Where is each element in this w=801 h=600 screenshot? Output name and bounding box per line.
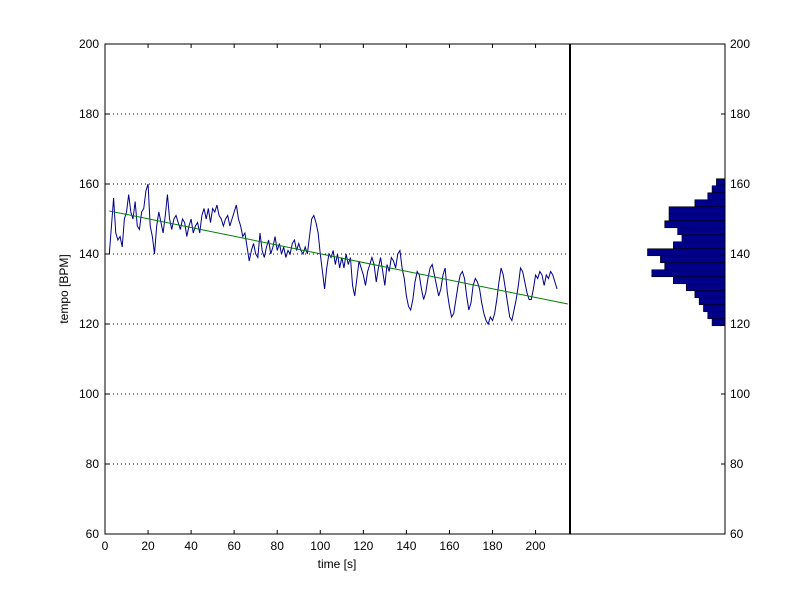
x-axis-label: time [s] [318, 557, 357, 571]
histogram-bar [664, 220, 726, 229]
histogram-bar [685, 283, 726, 292]
hist-y-tick-label: 80 [730, 457, 744, 471]
y-tick-label: 100 [79, 387, 99, 401]
histogram-bar [673, 241, 726, 250]
x-tick-label: 80 [271, 539, 285, 553]
histogram-bar [651, 269, 726, 278]
y-axis-label: tempo [BPM] [57, 254, 71, 323]
x-tick-label: 60 [227, 539, 241, 553]
tempo-series-line [108, 183, 558, 326]
hist-y-tick-label: 140 [730, 247, 750, 261]
main-x-axis: 0 20 40 60 80 100 120 140 160 180 200 [102, 44, 546, 553]
x-tick-label: 0 [102, 539, 109, 553]
x-tick-label: 180 [482, 539, 502, 553]
y-tick-label: 140 [79, 247, 99, 261]
y-tick-label: 120 [79, 317, 99, 331]
histogram-bar [660, 255, 726, 264]
hist-y-tick-label: 120 [730, 317, 750, 331]
hist-y-tick-label: 160 [730, 177, 750, 191]
y-tick-label: 180 [79, 107, 99, 121]
histogram-bar [694, 199, 726, 208]
hist-y-tick-label: 180 [730, 107, 750, 121]
histogram-bar [698, 297, 726, 306]
histogram-bars [647, 178, 726, 327]
histogram-bar [673, 276, 726, 285]
main-plot-area [104, 43, 571, 535]
histogram-bar [711, 318, 726, 327]
x-tick-label: 100 [310, 539, 330, 553]
histogram-bar [677, 227, 726, 236]
y-tick-label: 80 [86, 457, 100, 471]
histogram-bar [711, 185, 726, 194]
y-tick-label: 160 [79, 177, 99, 191]
histogram-bar [716, 178, 726, 187]
main-series [108, 183, 568, 326]
histogram-bar [707, 311, 726, 320]
histogram-bar [707, 192, 726, 201]
histogram-bar [647, 248, 726, 257]
main-y-axis: 60 80 100 120 140 160 180 200 [79, 37, 109, 541]
histogram-bar [668, 206, 726, 215]
hist-y-tick-label: 200 [730, 37, 750, 51]
histogram-bar [664, 262, 726, 271]
trend-line [109, 210, 568, 305]
x-tick-label: 200 [526, 539, 546, 553]
x-tick-label: 120 [353, 539, 373, 553]
x-tick-label: 140 [396, 539, 416, 553]
x-tick-label: 40 [184, 539, 198, 553]
x-tick-label: 160 [439, 539, 459, 553]
histogram-bar [681, 234, 726, 243]
x-tick-label: 20 [141, 539, 155, 553]
hist-y-tick-label: 100 [730, 387, 750, 401]
histogram-y-axis: 60 80 100 120 140 160 180 200 [721, 37, 750, 541]
histogram-bar [668, 213, 726, 222]
histogram-bar [703, 304, 726, 313]
histogram-bar [694, 290, 726, 299]
y-tick-label: 60 [86, 527, 100, 541]
hist-y-tick-label: 60 [730, 527, 744, 541]
y-tick-label: 200 [79, 37, 99, 51]
